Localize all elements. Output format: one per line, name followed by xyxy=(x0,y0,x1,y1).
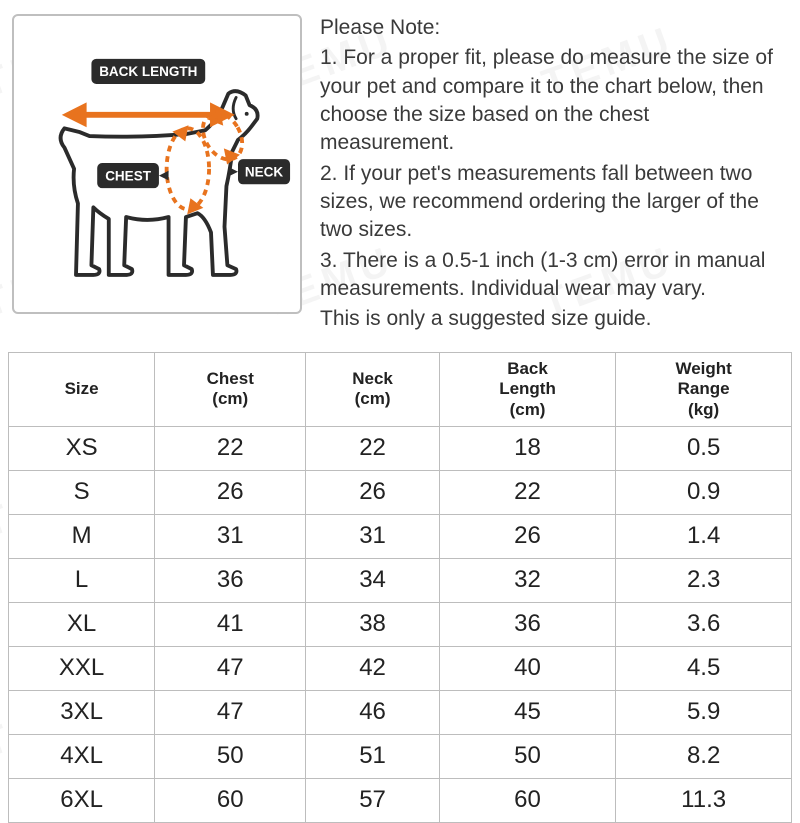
col-weight: WeightRange(kg) xyxy=(616,352,792,426)
cell-back: 32 xyxy=(439,558,616,602)
cell-neck: 34 xyxy=(306,558,439,602)
cell-weight: 4.5 xyxy=(616,646,792,690)
table-row: XXL4742404.5 xyxy=(9,646,792,690)
cell-chest: 22 xyxy=(155,426,306,470)
cell-back: 18 xyxy=(439,426,616,470)
cell-weight: 0.5 xyxy=(616,426,792,470)
note-item: 3. There is a 0.5-1 inch (1-3 cm) error … xyxy=(320,247,788,304)
cell-weight: 0.9 xyxy=(616,470,792,514)
cell-neck: 57 xyxy=(306,778,439,822)
col-size: Size xyxy=(9,352,155,426)
cell-weight: 2.3 xyxy=(616,558,792,602)
table-row: 4XL5051508.2 xyxy=(9,734,792,778)
cell-weight: 3.6 xyxy=(616,602,792,646)
cell-back: 22 xyxy=(439,470,616,514)
table-header-row: Size Chest(cm) Neck(cm) BackLength(cm) W… xyxy=(9,352,792,426)
cell-neck: 46 xyxy=(306,690,439,734)
cell-size: XL xyxy=(9,602,155,646)
cell-chest: 36 xyxy=(155,558,306,602)
cell-size: XS xyxy=(9,426,155,470)
cell-back: 45 xyxy=(439,690,616,734)
note-item: 2. If your pet's measurements fall betwe… xyxy=(320,160,788,245)
col-chest: Chest(cm) xyxy=(155,352,306,426)
cell-weight: 8.2 xyxy=(616,734,792,778)
note-item: This is only a suggested size guide. xyxy=(320,305,788,333)
cell-chest: 41 xyxy=(155,602,306,646)
table-row: M3131261.4 xyxy=(9,514,792,558)
cell-weight: 11.3 xyxy=(616,778,792,822)
cell-chest: 47 xyxy=(155,646,306,690)
cell-size: 6XL xyxy=(9,778,155,822)
cell-size: XXL xyxy=(9,646,155,690)
notes-heading: Please Note: xyxy=(320,14,788,42)
table-row: XS2222180.5 xyxy=(9,426,792,470)
cell-chest: 31 xyxy=(155,514,306,558)
measurement-diagram: BACK LENGTH CHEST NECK xyxy=(12,14,302,314)
cell-back: 36 xyxy=(439,602,616,646)
cell-neck: 22 xyxy=(306,426,439,470)
cell-chest: 60 xyxy=(155,778,306,822)
cell-neck: 51 xyxy=(306,734,439,778)
cell-size: 3XL xyxy=(9,690,155,734)
col-neck: Neck(cm) xyxy=(306,352,439,426)
table-row: 3XL4746455.9 xyxy=(9,690,792,734)
table-row: XL4138363.6 xyxy=(9,602,792,646)
table-row: 6XL60576011.3 xyxy=(9,778,792,822)
cell-back: 50 xyxy=(439,734,616,778)
cell-size: 4XL xyxy=(9,734,155,778)
cell-weight: 5.9 xyxy=(616,690,792,734)
cell-back: 40 xyxy=(439,646,616,690)
chest-label: CHEST xyxy=(105,168,152,183)
col-back: BackLength(cm) xyxy=(439,352,616,426)
cell-weight: 1.4 xyxy=(616,514,792,558)
cell-neck: 31 xyxy=(306,514,439,558)
cell-neck: 38 xyxy=(306,602,439,646)
cell-back: 26 xyxy=(439,514,616,558)
table-row: S2626220.9 xyxy=(9,470,792,514)
cell-chest: 50 xyxy=(155,734,306,778)
note-item: 1. For a proper fit, please do measure t… xyxy=(320,44,788,157)
cell-neck: 26 xyxy=(306,470,439,514)
notes-block: Please Note: 1. For a proper fit, please… xyxy=(320,14,788,336)
cell-chest: 26 xyxy=(155,470,306,514)
cell-size: S xyxy=(9,470,155,514)
back-length-label: BACK LENGTH xyxy=(99,64,197,79)
table-row: L3634322.3 xyxy=(9,558,792,602)
cell-neck: 42 xyxy=(306,646,439,690)
size-chart-table: Size Chest(cm) Neck(cm) BackLength(cm) W… xyxy=(8,352,792,823)
cell-chest: 47 xyxy=(155,690,306,734)
neck-label: NECK xyxy=(245,165,284,180)
cell-back: 60 xyxy=(439,778,616,822)
cell-size: M xyxy=(9,514,155,558)
cell-size: L xyxy=(9,558,155,602)
